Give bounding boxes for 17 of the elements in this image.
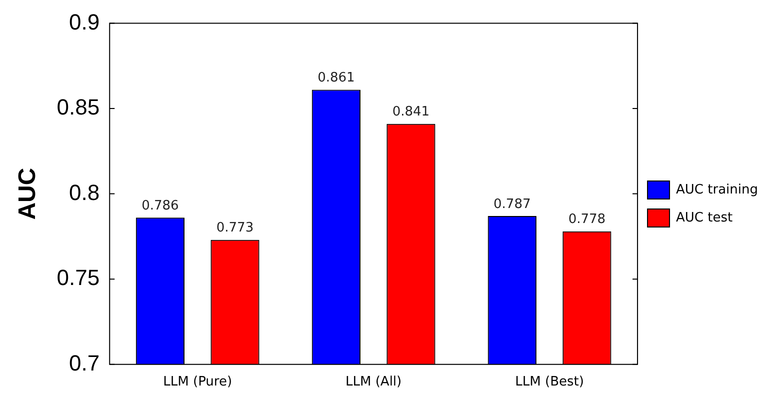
data-label: 0.786 xyxy=(142,198,179,214)
data-label: 0.861 xyxy=(318,70,355,86)
y-tick-label: 0.9 xyxy=(69,9,100,34)
y-axis-title: AUC xyxy=(14,168,42,220)
legend-label: AUC test xyxy=(676,210,733,226)
x-tick-label: LLM (Best) xyxy=(515,374,584,390)
y-tick-label: 0.75 xyxy=(56,265,100,290)
legend-label: AUC training xyxy=(676,182,758,198)
data-label: 0.778 xyxy=(568,212,606,228)
data-label: 0.773 xyxy=(216,220,254,236)
y-tick-label: 0.7 xyxy=(69,350,100,376)
y-tick-label: 0.85 xyxy=(56,94,100,120)
y-tick-label: 0.8 xyxy=(69,180,100,205)
x-tick-label: LLM (All) xyxy=(346,374,402,390)
x-tick-label: LLM (Pure) xyxy=(163,374,232,390)
data-label: 0.841 xyxy=(392,104,430,120)
data-label: 0.787 xyxy=(494,196,531,212)
